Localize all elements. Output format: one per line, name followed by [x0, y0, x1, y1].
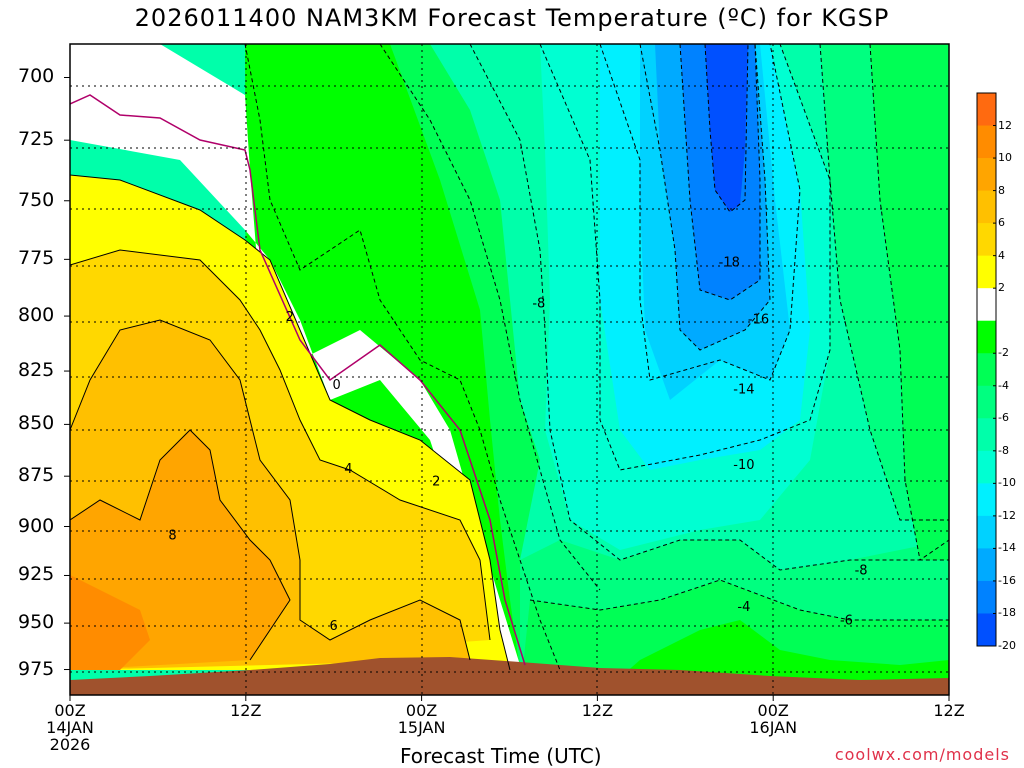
y-tick-label: 750: [18, 188, 55, 211]
x-axis-label: Forecast Time (UTC): [400, 744, 602, 768]
contour-label: -8: [532, 297, 545, 312]
colorbar-swatch: [977, 483, 996, 517]
colorbar-swatch: [977, 125, 996, 159]
y-tick-label: 825: [18, 359, 55, 382]
x-tick-time: 12Z: [230, 701, 262, 720]
x-tick-time: 12Z: [581, 701, 614, 720]
x-tick-day: 16JAN: [749, 718, 798, 737]
x-tick-label: 12Z: [557, 702, 637, 753]
contour-label: -4: [737, 600, 750, 615]
x-tick-day: [557, 719, 637, 736]
colorbar-tick-label: 6: [998, 216, 1005, 230]
x-tick-day: [206, 719, 286, 736]
colorbar-swatch: [977, 223, 996, 257]
field-zero: [70, 44, 520, 670]
contour-label: 2: [432, 474, 440, 489]
y-tick-label: 875: [18, 464, 55, 487]
colorbar-swatch: [977, 515, 996, 549]
contour-label: -16: [748, 312, 769, 327]
axis-ticks: [64, 76, 950, 701]
colorbar-tick-label: -12: [998, 508, 1016, 522]
contour-label: 0: [332, 378, 340, 393]
contour-labels: 0 2 2 4 6 8 -4 -6 -8 -8 -10 -14 -16 -18: [168, 256, 867, 634]
x-tick-day: 14JAN: [46, 718, 94, 737]
plot-frame: [69, 43, 950, 696]
colorbar-tick-label: -14: [998, 541, 1016, 555]
colorbar-swatch: [977, 255, 996, 289]
colorbar-tick-label: -18: [998, 606, 1016, 620]
field-plus10: [70, 575, 150, 670]
contour-label: 6: [330, 619, 338, 634]
colorbar-tick-label: -2: [998, 346, 1009, 360]
colorbar-swatch: [977, 353, 996, 387]
y-tick-label: 975: [18, 657, 55, 680]
x-tick-day: [909, 719, 989, 736]
colorbar-tick-label: -6: [998, 411, 1009, 425]
colorbar-swatch: [977, 548, 996, 582]
colorbar-swatch: [977, 450, 996, 484]
solid-contours: [70, 174, 511, 671]
y-tick-label: 700: [18, 65, 55, 88]
contour-label: 4: [344, 462, 352, 477]
chart-title: 2026011400 NAM3KM Forecast Temperature (…: [134, 4, 890, 32]
y-tick-label: 775: [18, 247, 55, 270]
colorbar-tick-label: -8: [998, 443, 1009, 457]
x-tick-year: [733, 736, 813, 753]
y-tick-label: 950: [18, 611, 55, 634]
x-tick-time: 00Z: [54, 701, 86, 720]
x-tick-label: 12Z: [206, 702, 286, 753]
colorbar-tick-label: 8: [998, 183, 1005, 197]
colorbar-swatch: [977, 158, 996, 192]
contour-label: 8: [168, 528, 176, 543]
grid-lines: [70, 44, 949, 695]
y-tick-label: 800: [18, 304, 55, 327]
colorbar-swatch: [977, 580, 996, 614]
contour-label: -18: [719, 256, 740, 271]
x-tick-label: 00Z 16JAN: [733, 702, 813, 753]
colorbar-swatch: [977, 320, 996, 354]
colorbar-tick-label: 12: [998, 118, 1012, 132]
x-tick-label: 12Z: [909, 702, 989, 753]
field-minus4-right: [870, 44, 949, 560]
colorbar-tick-label: -4: [998, 378, 1009, 392]
colorbar-tick-label: 2: [998, 281, 1005, 295]
contour-label: 2: [286, 310, 294, 325]
colorbar-swatch: [977, 288, 996, 322]
contour-label: -10: [733, 458, 754, 473]
contour-label: -8: [855, 564, 868, 579]
y-tick-label: 925: [18, 563, 55, 586]
colorbar-tick-label: -20: [998, 639, 1016, 652]
colorbar-tick-label: 4: [998, 248, 1005, 262]
x-tick-time: 00Z: [405, 701, 438, 720]
x-tick-day: 15JAN: [397, 718, 446, 737]
colorbar-tick-label: -10: [998, 476, 1016, 490]
x-tick-year: 2026: [49, 735, 91, 754]
colorbar-swatch: [977, 613, 996, 647]
y-tick-label: 850: [18, 412, 55, 435]
dashed-contours: [244, 44, 949, 671]
x-tick-time: 12Z: [933, 701, 965, 720]
x-tick-label: 00Z 15JAN: [382, 702, 462, 753]
colorbar-tick-label: -16: [998, 573, 1016, 587]
colorbar-tick-label: 10: [998, 151, 1012, 165]
contour-label: -14: [733, 382, 754, 397]
colorbar-swatch: [977, 418, 996, 452]
x-tick-label: 00Z 14JAN 2026: [30, 702, 110, 753]
y-tick-label: 725: [18, 128, 55, 151]
colorbar-swatch: [977, 385, 996, 419]
watermark: coolwx.com/models: [834, 745, 1010, 764]
x-tick-time: 00Z: [757, 701, 789, 720]
x-tick-year: [206, 736, 286, 753]
colorbar-swatch: [977, 93, 996, 127]
colorbar-swatch: [977, 190, 996, 224]
terrain: [70, 657, 949, 695]
contour-label: -6: [840, 613, 853, 628]
y-tick-label: 900: [18, 514, 55, 537]
freezing-contours: [70, 94, 526, 666]
